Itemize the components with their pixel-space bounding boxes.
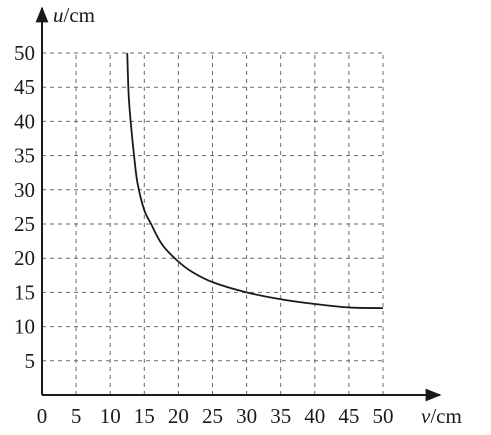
y-tick-label: 5 — [25, 349, 36, 373]
x-axis-label: v/cm — [421, 404, 462, 428]
y-axis-label-unit: /cm — [64, 3, 96, 27]
grid — [42, 52, 384, 395]
x-tick-label: 20 — [168, 404, 189, 428]
y-tick-label: 35 — [14, 144, 35, 168]
y-tick-label: 25 — [14, 212, 35, 236]
x-tick-label: 30 — [236, 404, 257, 428]
y-tick-label: 15 — [14, 280, 35, 304]
x-tick-label: 15 — [134, 404, 155, 428]
x-tick-label: 10 — [100, 404, 121, 428]
y-tick-label: 10 — [14, 315, 35, 339]
x-tick-label: 35 — [270, 404, 291, 428]
y-tick-label: 50 — [14, 41, 35, 65]
y-axis-label: u/cm — [53, 3, 95, 27]
y-tick-label: 45 — [14, 75, 35, 99]
x-axis-label-unit: /cm — [430, 404, 462, 428]
series-line — [126, 52, 384, 310]
x-tick-label: 45 — [338, 404, 359, 428]
y-axis-label-variable: u — [53, 3, 64, 27]
x-tick-label: 0 — [37, 404, 48, 428]
x-tick-label: 40 — [304, 404, 325, 428]
x-tick-label: 5 — [71, 404, 82, 428]
x-tick-label: 50 — [373, 404, 394, 428]
y-tick-labels: 5 10 15 20 25 30 35 40 45 50 — [14, 41, 35, 373]
y-tick-label: 20 — [14, 246, 35, 270]
y-tick-label: 40 — [14, 109, 35, 133]
y-tick-label: 30 — [14, 178, 35, 202]
x-tick-label: 25 — [202, 404, 223, 428]
series-layer — [126, 52, 384, 310]
x-tick-labels: 0 5 10 15 20 25 30 35 40 45 50 — [37, 404, 394, 428]
x-axis-label-variable: v — [421, 404, 431, 428]
